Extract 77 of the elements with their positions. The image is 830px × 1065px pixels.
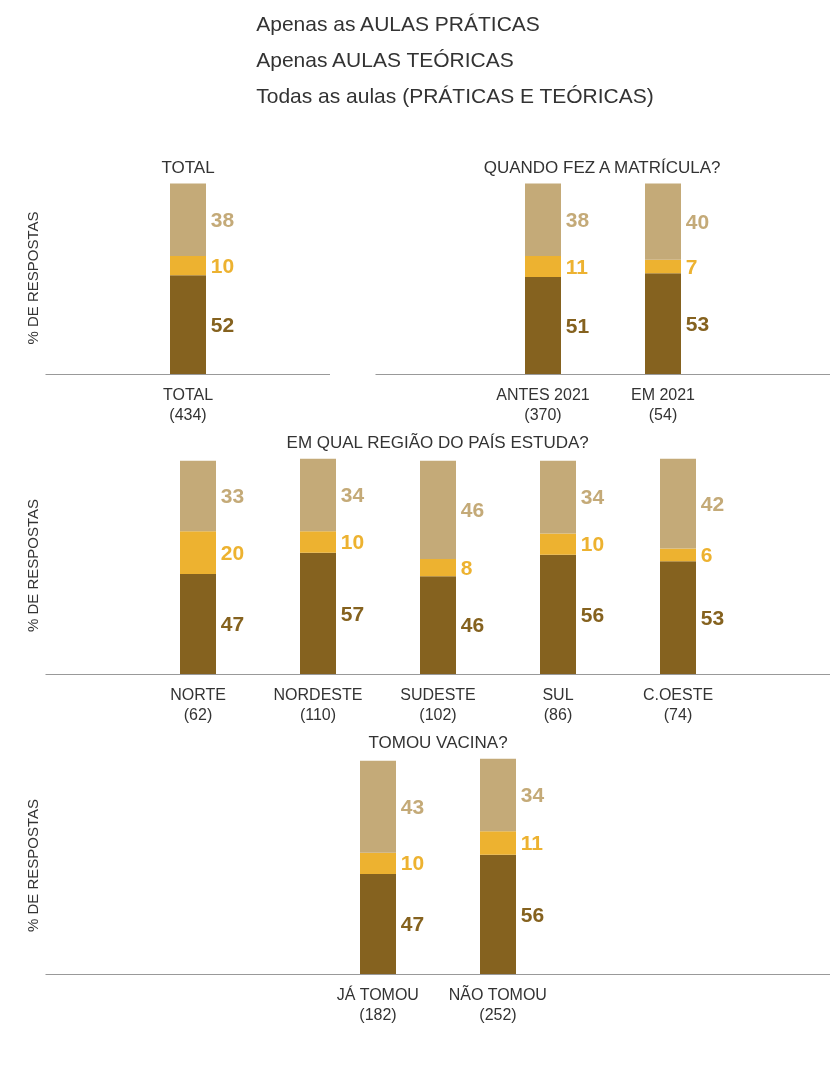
bar — [300, 531, 336, 553]
text: Apenas as AULAS PRÁTICAS — [256, 12, 540, 36]
data-label: 7 — [685, 254, 698, 278]
bar — [540, 460, 576, 534]
data-label: 11 — [520, 831, 544, 855]
data-label: 40 — [685, 209, 710, 233]
data-label: 20 — [220, 540, 245, 564]
bar — [480, 758, 516, 832]
y-axis-title: % DE RESPOSTAS — [23, 211, 41, 345]
data-label: 34 — [340, 482, 365, 506]
bar — [660, 561, 696, 675]
data-label: 51 — [565, 313, 590, 337]
data-label: 34 — [580, 485, 605, 509]
data-label: 56 — [520, 902, 545, 926]
chart-title: TOMOU VACINA? — [368, 732, 508, 752]
bar — [540, 554, 576, 675]
bar — [180, 460, 216, 532]
data-label: 46 — [460, 497, 485, 521]
chart-title: EM QUAL REGIÃO DO PAÍS ESTUDA? — [286, 432, 589, 452]
data-label: 10 — [340, 530, 365, 553]
x-tick-label: TOTAL (434) — [162, 385, 214, 423]
data-label: 53 — [685, 311, 710, 335]
bar — [660, 458, 696, 549]
data-label: 47 — [400, 912, 425, 936]
chart-title: TOTAL — [161, 157, 215, 177]
text: Apenas AULAS TEÓRICAS — [256, 48, 514, 72]
x-tick-label: NORDESTE (110) — [273, 685, 363, 723]
bar — [300, 458, 336, 532]
x-tick-label: SUL (86) — [542, 685, 574, 723]
bar — [480, 831, 516, 855]
text: Todas as aulas (PRÁTICAS E TEÓRICAS) — [256, 84, 654, 108]
y-axis-title: % DE RESPOSTAS — [23, 798, 41, 933]
bar — [360, 760, 396, 853]
bar — [180, 574, 216, 675]
bar — [525, 256, 561, 278]
data-label: 34 — [520, 782, 545, 806]
bar — [300, 552, 336, 675]
y-axis-title: % DE RESPOSTAS — [23, 498, 41, 633]
data-label: 52 — [210, 312, 235, 336]
bar — [420, 576, 456, 675]
data-label: 53 — [700, 605, 725, 629]
x-tick-label: JÁ TOMOU (182) — [336, 984, 419, 1023]
data-label: 56 — [580, 602, 605, 626]
data-label: 38 — [565, 207, 590, 231]
data-label: 42 — [700, 491, 725, 515]
x-tick-label: C.OESTE (74) — [642, 685, 714, 723]
data-label: 43 — [400, 794, 425, 818]
bar — [360, 874, 396, 975]
bar — [480, 854, 516, 975]
data-label: 47 — [220, 612, 245, 636]
bar — [420, 460, 456, 560]
x-tick-label: EM 2021 (54) — [630, 385, 696, 423]
data-label: 11 — [565, 254, 589, 278]
data-label: 6 — [700, 542, 713, 566]
data-label: 10 — [580, 532, 605, 556]
bar — [360, 852, 396, 875]
bar — [645, 183, 681, 260]
bar — [660, 548, 696, 562]
bar — [525, 183, 561, 257]
chart-title: QUANDO FEZ A MATRÍCULA? — [483, 157, 721, 177]
data-label: 33 — [220, 484, 245, 508]
bar — [540, 533, 576, 555]
bar — [180, 531, 216, 575]
x-tick-label: NÃO TOMOU (252) — [448, 983, 547, 1023]
data-label: 10 — [210, 253, 235, 277]
bar — [645, 273, 681, 375]
x-tick-label: NORTE (62) — [170, 685, 226, 723]
data-label: 10 — [400, 851, 425, 875]
bar — [420, 559, 456, 577]
x-tick-label: ANTES 2021 (370) — [496, 385, 590, 423]
data-label: 38 — [210, 207, 235, 231]
bar — [645, 259, 681, 274]
data-label: 46 — [460, 613, 485, 637]
data-label: 8 — [460, 555, 473, 579]
bar — [525, 277, 561, 375]
x-tick-label: SUDESTE (102) — [400, 685, 476, 723]
data-label: 57 — [340, 601, 365, 625]
